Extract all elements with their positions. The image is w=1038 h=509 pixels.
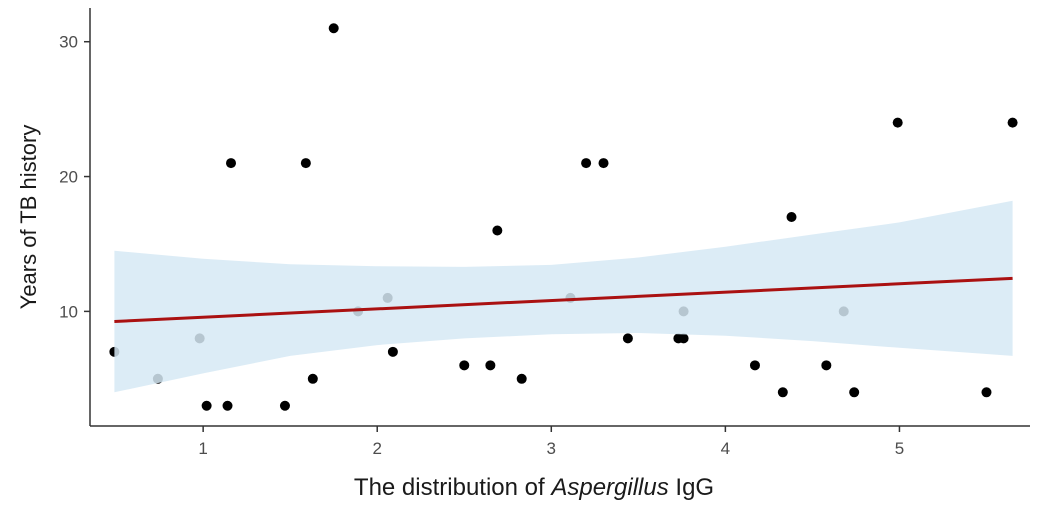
- data-point: [581, 158, 592, 169]
- confidence-band: [114, 200, 1013, 393]
- data-point: [459, 360, 470, 371]
- y-axis-title: Years of TB history: [16, 125, 41, 310]
- data-point: [892, 117, 903, 128]
- data-point: [300, 158, 311, 169]
- data-point: [1007, 117, 1018, 128]
- data-point: [786, 212, 797, 222]
- trend-line: [114, 276, 1013, 323]
- y-tick-label: 10: [59, 302, 78, 321]
- data-point: [678, 333, 689, 344]
- x-tick-label: 2: [372, 439, 381, 458]
- y-ticks: 10 20 30: [59, 33, 90, 321]
- data-point: [485, 360, 496, 371]
- data-point: [328, 23, 339, 34]
- x-ticks: 1 2 3 4 5: [198, 426, 904, 458]
- data-point: [387, 346, 398, 357]
- data-point: [622, 333, 633, 344]
- x-tick-label: 3: [547, 439, 556, 458]
- x-tick-label: 4: [721, 439, 730, 458]
- x-axis-title-suffix: IgG: [668, 474, 715, 501]
- data-point: [749, 360, 760, 371]
- data-point: [492, 225, 503, 236]
- data-point: [821, 360, 832, 371]
- x-axis-title-prefix: The distribution of: [353, 474, 552, 501]
- data-point: [516, 373, 527, 384]
- x-tick-label: 5: [895, 439, 904, 458]
- data-point: [226, 158, 236, 169]
- x-axis-title-italic: Aspergillus: [551, 474, 669, 501]
- data-point: [201, 400, 212, 411]
- y-tick-label: 30: [59, 33, 78, 52]
- x-tick-label: 1: [198, 439, 207, 458]
- data-point: [777, 387, 788, 398]
- data-point: [849, 387, 860, 398]
- data-point: [279, 400, 290, 411]
- data-point: [307, 373, 318, 384]
- y-tick-label: 20: [59, 168, 78, 187]
- data-point: [598, 158, 609, 169]
- x-axis-title: The distribution of Aspergillus IgG: [0, 474, 1038, 502]
- data-point: [222, 400, 233, 411]
- data-point: [981, 387, 992, 398]
